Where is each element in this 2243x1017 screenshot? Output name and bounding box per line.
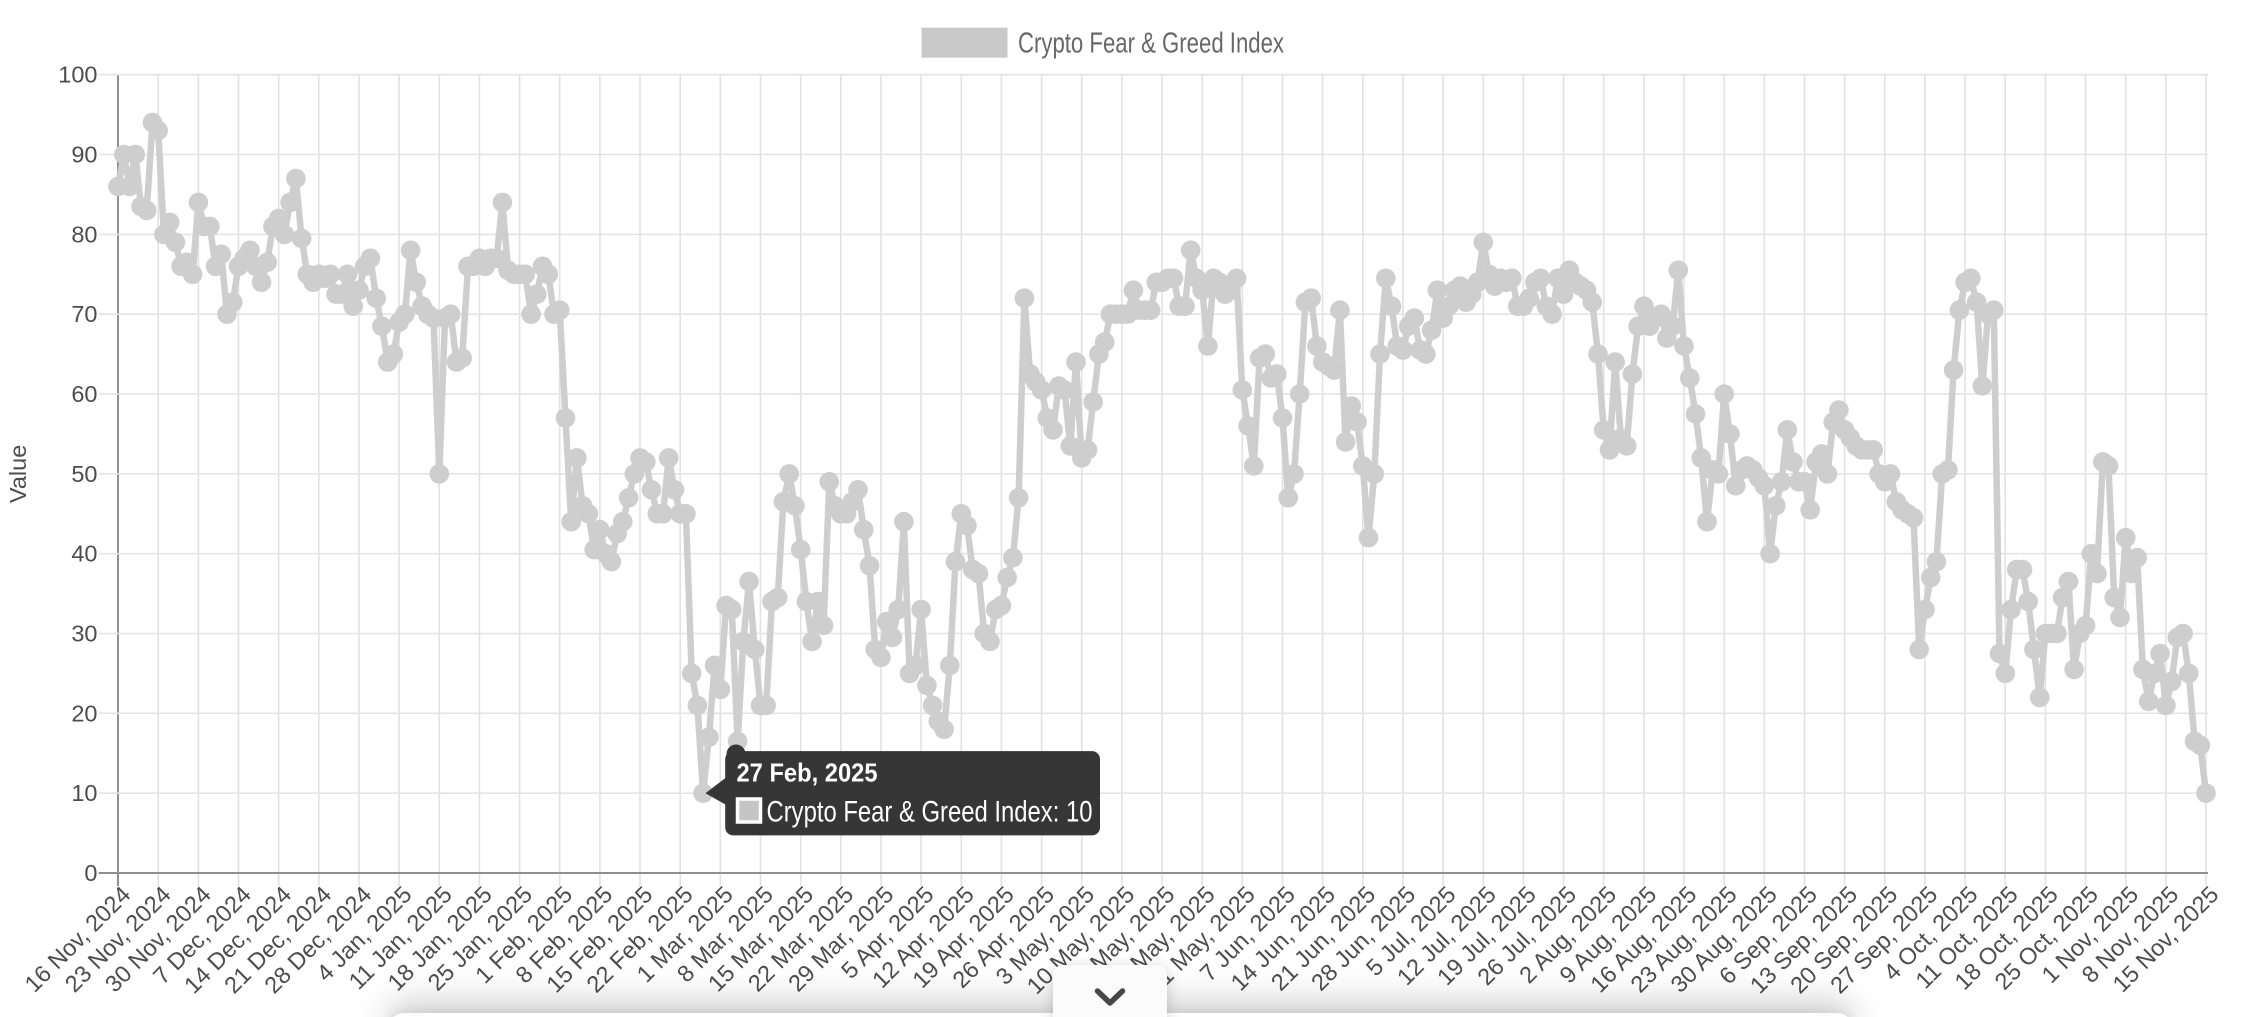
svg-text:90: 90	[71, 142, 97, 168]
svg-text:10: 10	[71, 780, 97, 806]
svg-text:60: 60	[71, 381, 97, 407]
svg-text:30: 30	[71, 621, 97, 647]
svg-text:80: 80	[71, 221, 97, 247]
svg-text:Crypto Fear & Greed Index: 10: Crypto Fear & Greed Index: 10	[767, 796, 1093, 829]
svg-text:Crypto Fear & Greed Index: Crypto Fear & Greed Index	[1018, 28, 1284, 60]
svg-text:27 Feb, 2025: 27 Feb, 2025	[737, 758, 878, 788]
svg-text:20: 20	[71, 700, 97, 726]
svg-text:70: 70	[71, 301, 97, 327]
svg-text:50: 50	[71, 461, 97, 487]
svg-text:Value: Value	[5, 445, 31, 503]
svg-text:40: 40	[71, 541, 97, 567]
svg-text:100: 100	[58, 62, 97, 88]
svg-text:0: 0	[84, 860, 97, 886]
